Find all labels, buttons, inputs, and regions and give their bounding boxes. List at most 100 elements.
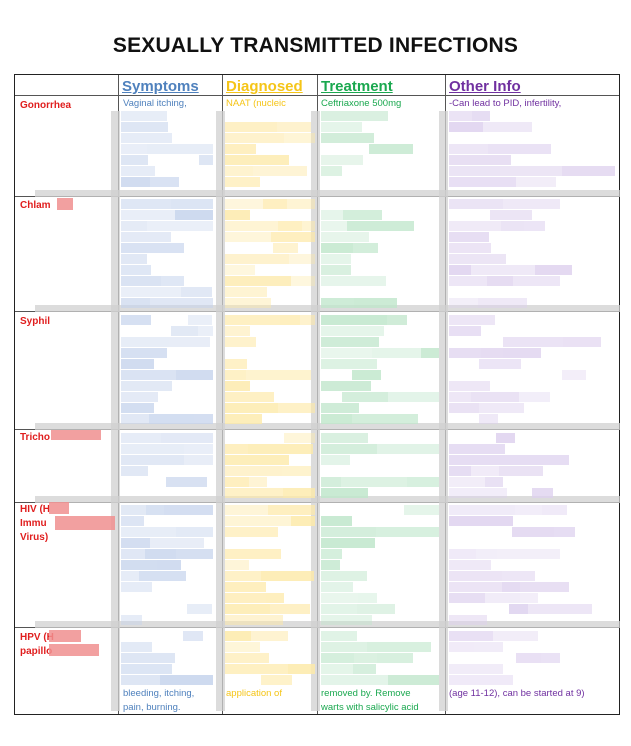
pixelation-block [321,653,354,663]
pixelation-block [321,381,371,391]
pixelation-block [225,414,262,424]
pixelation-block [176,549,213,559]
pixelation-block [369,144,413,154]
pixelation-block [263,199,287,209]
pixelation-block [121,166,155,176]
header-diagnosed: Diagnosed [226,78,303,95]
pixelation-block [121,315,151,325]
pixelation-block [321,516,352,526]
header-other-info: Other Info [449,78,521,95]
pixelation-block [321,155,363,165]
header-symptoms: Symptoms [122,78,199,95]
pixelation-block [449,166,500,176]
pixelation-block [121,549,145,559]
pixelation-block [499,466,543,476]
pixelation-block [321,254,351,264]
pixelation-block [321,133,374,143]
pixelation-block [175,210,213,220]
row-label-hpv: HPV (H [20,632,54,643]
pixelation-block [176,527,213,537]
pixelation-block [278,221,302,231]
pixelation-block [562,370,586,380]
pixelation-block [519,392,550,402]
pixelation-block [139,571,186,581]
pixelation-block [225,144,256,154]
pixelation-block [121,582,152,592]
row-label-chlamydia: Chlam [20,200,51,211]
pixelation-block [485,477,503,487]
pixelation-block [199,155,213,165]
pixelation-block [516,177,556,187]
pixelation-block [253,166,307,176]
pixelation-block [184,455,213,465]
pixelation-block [248,444,313,454]
pixelation-block [291,516,315,526]
pixelation-block [485,593,520,603]
pixelation-block [161,433,213,443]
pixelation-block [321,276,386,286]
pixelation-block [225,455,289,465]
pixelation-block [407,477,439,487]
pixelation-block [283,488,315,498]
pixelation-block [225,505,268,515]
pixelation-block [147,144,213,154]
row-label-hiv-3: Virus) [20,532,49,543]
pixelation-block [321,337,379,347]
pixelation-block [449,298,478,308]
pixelation-block [449,243,491,253]
pixelation-block [246,370,311,380]
pixelation-block [225,392,274,402]
pixelation-block [121,516,144,526]
pixelation-block [449,477,485,487]
pixelation-block [321,111,388,121]
pixelation-block [176,370,213,380]
pixelation-block [121,381,172,391]
pixelation-block [321,210,343,220]
pixelation-block [121,455,184,465]
pixelation-block [121,221,147,231]
pixelation-block [225,155,289,165]
pixelation-block [321,664,353,674]
pixelation-block [449,348,481,358]
pixelation-block [474,642,503,652]
pixelation-block [554,527,575,537]
pixelation-block [483,122,532,132]
pixelation-block [121,505,146,515]
pixelation-block [121,560,157,570]
pixelation-block [388,392,439,402]
pixelation-block [225,593,266,603]
pixelation-block [354,298,397,308]
pixelation-block [225,381,250,391]
gonorrhea-symptoms-text: Vaginal itching, [123,98,187,109]
pixelation-block [321,433,350,443]
pixelation-block [503,199,560,209]
pixelation-block [501,221,524,231]
row-label-hpv-2: papillo [20,646,53,657]
hpv-other-text: (age 11-12), can be started at 9) [449,688,585,699]
pixelation-block [471,392,519,402]
pixelation-block [49,644,99,656]
pixelation-block [121,111,167,121]
pixelation-block [377,653,413,663]
pixelation-block [225,604,270,614]
pixelation-block [225,560,249,570]
pixelation-block [187,604,212,614]
pixelation-block [271,232,315,242]
pixelation-block [321,232,369,242]
pixelation-block [266,593,284,603]
pixelation-block [353,664,376,674]
pixelation-block [503,337,563,347]
pixelation-block [532,488,553,498]
pixelation-block [225,298,271,308]
pixelation-block [502,571,535,581]
pixelation-block [225,615,283,625]
hpv-diagnosed-text: application of [226,688,282,699]
pixelation-block [121,348,167,358]
pixelation-block [449,505,515,515]
pixelation-block [35,423,620,430]
pixelation-block [225,133,284,143]
hpv-symptoms-text: pain, burning. [123,702,181,713]
pixelation-block [194,414,213,424]
pixelation-block [493,631,538,641]
pixelation-block [150,298,213,308]
